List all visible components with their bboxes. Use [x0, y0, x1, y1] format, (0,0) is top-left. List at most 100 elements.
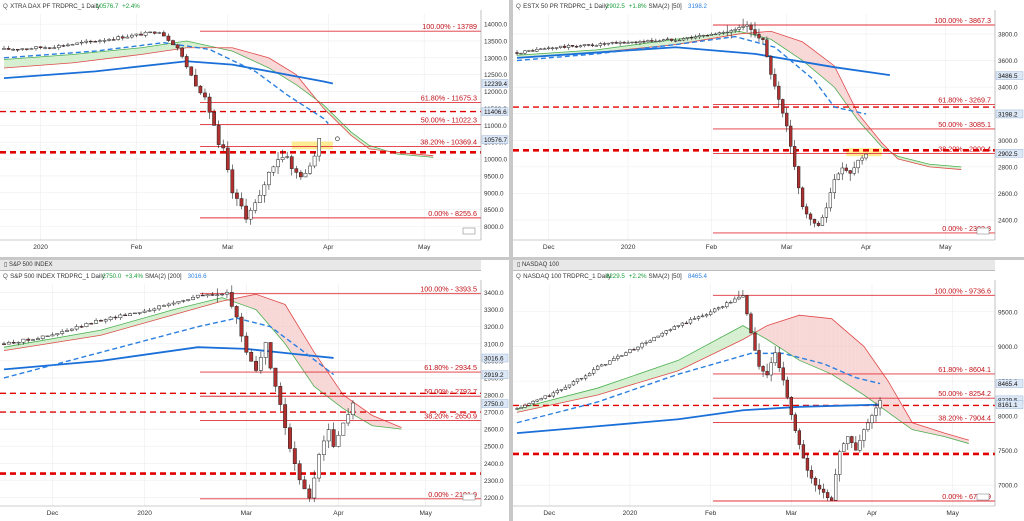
- estx-scroll-button[interactable]: [976, 227, 990, 235]
- candle: [858, 434, 862, 453]
- cloud-segment: [786, 36, 791, 53]
- dax-chart-svg[interactable]: 100.00% - 13789 61.80% - 11675.3 50.00% - …: [0, 0, 509, 257]
- candle-body: [235, 192, 239, 199]
- header-text: Q: [3, 273, 8, 280]
- candle: [626, 40, 630, 44]
- estx-chart-svg[interactable]: 100.00% - 3867.3 61.80% - 3269.7 50.00% - …: [513, 0, 1024, 257]
- cloud-segment: [113, 49, 119, 58]
- chart-panel-estx[interactable]: 100.00% - 3867.3 61.80% - 3269.7 50.00% - …: [513, 0, 1024, 257]
- cloud-segment: [617, 379, 622, 389]
- cloud-segment: [343, 395, 349, 412]
- candle: [725, 25, 729, 37]
- dax-scroll-button[interactable]: [462, 227, 476, 235]
- cloud-segment: [646, 370, 651, 381]
- y-tick-label: 3300.0: [484, 307, 504, 314]
- candle-body: [566, 45, 571, 48]
- candle-body: [2, 48, 6, 50]
- cloud-segment: [666, 363, 671, 375]
- candle: [781, 361, 785, 386]
- candle: [207, 93, 212, 120]
- y-tick-label: 14000.0: [484, 22, 508, 29]
- cloud-segment: [255, 54, 260, 64]
- cloud-segment: [608, 47, 613, 52]
- candle-body: [713, 33, 717, 36]
- candle: [606, 42, 610, 46]
- cloud-segment: [130, 320, 135, 328]
- header-text: S&P 500 INDEX TRDPRC_1 Daily: [10, 273, 106, 280]
- cloud-segment: [810, 47, 815, 71]
- candle: [45, 335, 50, 337]
- spx-chart-svg[interactable]: 100.00% - 3393.5 61.80% - 2934.5 50.00% - …: [0, 260, 509, 521]
- spx-sma-slow: [3, 346, 334, 371]
- candle-body: [519, 52, 523, 55]
- candle: [70, 43, 75, 46]
- candle: [515, 50, 519, 56]
- candle-body: [725, 302, 729, 307]
- candle-body: [816, 222, 821, 226]
- chart-panel-spx[interactable]: ▯ S&P 500 INDEX 100.00% - 3393.5 61.80% -…: [0, 260, 509, 521]
- spx-tab[interactable]: ▯ S&P 500 INDEX: [4, 262, 53, 268]
- cloud-segment: [843, 329, 848, 385]
- chart-panel-ndx[interactable]: ▯ NASDAQ 100 100.00% - 9736.6 61.80% - 86…: [513, 260, 1024, 521]
- candle-body: [142, 310, 147, 313]
- candle-body: [312, 155, 317, 167]
- candle-body: [854, 442, 858, 451]
- spx-scroll-button[interactable]: [462, 493, 476, 501]
- cloud-segment: [604, 48, 609, 52]
- candle-body: [796, 166, 801, 189]
- candle-body: [308, 165, 312, 174]
- chart-panel-dax[interactable]: 100.00% - 13789 61.80% - 11675.3 50.00% - …: [0, 0, 509, 257]
- cloud-segment: [957, 166, 962, 170]
- candle-body: [737, 296, 741, 300]
- candle-body: [230, 169, 235, 194]
- estx-x-axis: Dec 2020 Feb Mar Apr May: [513, 239, 995, 251]
- ndx-sma-fast: [516, 352, 881, 424]
- candle-body: [850, 436, 854, 444]
- cloud-segment: [282, 66, 288, 80]
- candle-body: [848, 170, 852, 174]
- candle: [225, 289, 229, 299]
- x-tick-label: Feb: [705, 510, 717, 517]
- cloud-segment: [625, 376, 630, 387]
- candle-body: [741, 295, 745, 298]
- candle-body: [809, 470, 814, 479]
- candle-body: [737, 27, 741, 30]
- vertical-splitter[interactable]: [509, 0, 513, 521]
- cloud-segment: [851, 336, 856, 390]
- cloud-segment: [183, 306, 189, 313]
- cloud-segment: [581, 391, 586, 399]
- cloud-segment: [134, 319, 140, 326]
- cloud-segment: [81, 332, 87, 339]
- cloud-segment: [573, 393, 578, 401]
- candle-body: [555, 390, 560, 394]
- candle-body: [598, 43, 602, 46]
- cloud-segment: [246, 295, 252, 308]
- candle: [200, 292, 205, 297]
- candle: [326, 423, 331, 449]
- candle: [244, 198, 248, 224]
- candle-body: [586, 44, 591, 46]
- candle: [88, 39, 93, 44]
- cloud-segment: [91, 330, 97, 337]
- candle: [745, 21, 749, 33]
- candle: [745, 295, 749, 316]
- ndx-scroll-button[interactable]: [976, 493, 990, 501]
- candle-body: [220, 293, 225, 296]
- cloud-segment: [145, 46, 151, 54]
- candle-body: [749, 313, 753, 334]
- candle: [644, 340, 648, 346]
- cloud-segment: [794, 39, 799, 58]
- candle: [862, 428, 866, 448]
- candle-body: [55, 333, 60, 336]
- ndx-tab[interactable]: ▯ NASDAQ 100: [517, 262, 559, 268]
- header-text: SMA(2): [649, 273, 670, 280]
- candle-body: [610, 42, 614, 44]
- horizontal-splitter[interactable]: [0, 257, 1024, 260]
- candle-body: [317, 454, 321, 479]
- ndx-chart-svg[interactable]: 100.00% - 9736.6 61.80% - 8604.1 50.00% - …: [513, 260, 1024, 521]
- cloud-segment: [826, 59, 831, 84]
- candle: [608, 360, 612, 365]
- cloud-segment: [819, 317, 824, 371]
- spx-y-axis: 2200.0 2300.0 2400.0 2500.0 2600.0 2700.0 2800…: [480, 260, 509, 521]
- cloud-segment: [842, 81, 847, 104]
